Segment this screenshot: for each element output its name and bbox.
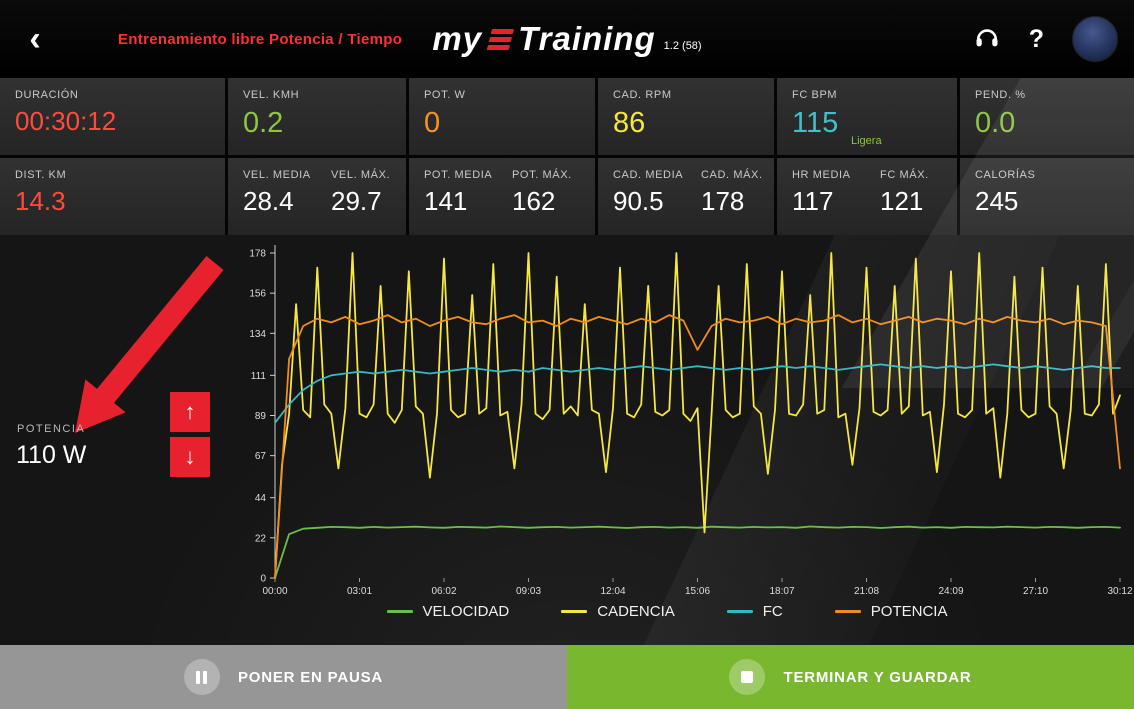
pause-button[interactable]: PONER EN PAUSA <box>0 645 567 709</box>
svg-text:15:06: 15:06 <box>685 586 710 597</box>
svg-text:178: 178 <box>249 249 266 260</box>
training-chart: 178 156 134 111 89 67 44 22 000:00 03:01 06:02 09:0… <box>249 245 1133 597</box>
stat-heart-rate: FC BPM 115 Ligera <box>777 78 957 155</box>
velocidad-line-swatch <box>386 610 413 613</box>
arrow-down-icon: ↓ <box>184 444 196 469</box>
stat-cadence: CAD. RPM 86 <box>598 78 774 155</box>
power-target-value: 110 W <box>16 441 87 469</box>
svg-text:12:04: 12:04 <box>600 586 625 597</box>
svg-text:00:00: 00:00 <box>262 586 287 597</box>
power-up-button[interactable]: ↑ <box>170 392 210 432</box>
stat-slope: PEND. % 0.0 <box>960 78 1134 155</box>
header-bar: ‹ Entrenamiento libre Potencia / Tiempo … <box>0 0 1134 78</box>
svg-text:27:10: 27:10 <box>1023 586 1048 597</box>
back-button[interactable]: ‹ <box>0 22 70 56</box>
svg-text:0: 0 <box>260 574 266 585</box>
svg-text:18:07: 18:07 <box>769 586 794 597</box>
stat-speed: VEL. KMH 0.2 <box>228 78 406 155</box>
arrow-up-icon: ↑ <box>184 399 196 424</box>
app-logo: my Training 1.2 (58) <box>432 20 701 58</box>
legend-item-fc: FC <box>726 603 783 620</box>
svg-text:111: 111 <box>251 371 267 382</box>
stats-panel: DURACIÓN 00:30:12 VEL. KMH 0.2 POT. W 0 … <box>0 68 1134 388</box>
stat-power: POT. W 0 <box>409 78 595 155</box>
svg-text:67: 67 <box>255 451 267 462</box>
chart-section: POTENCIA 110 W ↑ ↓ 178 156 134 111 89 67 44 22 0… <box>0 235 1134 645</box>
stat-hr-avg-max: HR MEDIA 117 FC MÁX. 121 <box>777 158 957 235</box>
power-target-label: POTENCIA <box>17 423 86 435</box>
footer-bar: PONER EN PAUSA TERMINAR Y GUARDAR <box>0 645 1134 709</box>
svg-text:156: 156 <box>249 289 266 300</box>
svg-text:134: 134 <box>249 329 266 340</box>
svg-text:22: 22 <box>255 533 267 544</box>
svg-text:03:01: 03:01 <box>347 586 372 597</box>
stat-calories: CALORÍAS 245 <box>960 158 1134 235</box>
hr-zone-label: Ligera <box>851 135 882 147</box>
power-spinner: ↑ ↓ <box>170 392 210 477</box>
svg-text:24:09: 24:09 <box>938 586 963 597</box>
svg-text:06:02: 06:02 <box>431 586 456 597</box>
stat-distance: DIST. KM 14.3 <box>0 158 225 235</box>
stat-duration: DURACIÓN 00:30:12 <box>0 78 225 155</box>
headset-icon[interactable] <box>973 23 1001 56</box>
header-actions: ? <box>973 0 1118 78</box>
potencia-line-swatch <box>834 610 861 613</box>
cadencia-line-swatch <box>561 610 588 613</box>
stop-icon <box>729 659 766 695</box>
logo-training: Training <box>518 20 656 57</box>
stat-speed-avg-max: VEL. MEDIA 28.4 VEL. MÁX. 29.7 <box>228 158 406 235</box>
version-label: 1.2 (58) <box>663 40 702 52</box>
svg-text:09:03: 09:03 <box>516 586 541 597</box>
help-button[interactable]: ? <box>1028 24 1044 53</box>
fc-line-swatch <box>726 610 753 613</box>
stat-power-avg-max: POT. MEDIA 141 POT. MÁX. 162 <box>409 158 595 235</box>
logo-my: my <box>432 20 483 57</box>
legend-item-cadencia: CADENCIA <box>561 603 675 620</box>
svg-text:30:12: 30:12 <box>1107 586 1132 597</box>
user-avatar[interactable] <box>1072 16 1118 62</box>
svg-text:89: 89 <box>255 411 267 422</box>
logo-bars-icon <box>486 28 514 50</box>
power-down-button[interactable]: ↓ <box>170 437 210 477</box>
page-title: Entrenamiento libre Potencia / Tiempo <box>118 30 403 48</box>
legend-item-velocidad: VELOCIDAD <box>386 603 509 620</box>
chart-legend: VELOCIDAD CADENCIA FC POTENCIA <box>200 603 1134 620</box>
stat-cadence-avg-max: CAD. MEDIA 90.5 CAD. MÁX. 178 <box>598 158 774 235</box>
finish-save-button[interactable]: TERMINAR Y GUARDAR <box>567 645 1134 709</box>
svg-text:44: 44 <box>255 493 267 504</box>
legend-item-potencia: POTENCIA <box>834 603 947 620</box>
svg-text:21:08: 21:08 <box>854 586 879 597</box>
back-chevron-icon: ‹ <box>29 20 41 58</box>
pause-icon <box>183 659 220 695</box>
